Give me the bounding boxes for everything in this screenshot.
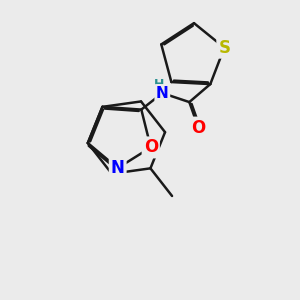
Text: S: S (218, 39, 230, 57)
Text: N: N (111, 159, 124, 177)
Text: H: H (154, 78, 164, 91)
Text: O: O (144, 138, 158, 156)
Text: O: O (191, 118, 206, 136)
Text: N: N (156, 85, 169, 100)
